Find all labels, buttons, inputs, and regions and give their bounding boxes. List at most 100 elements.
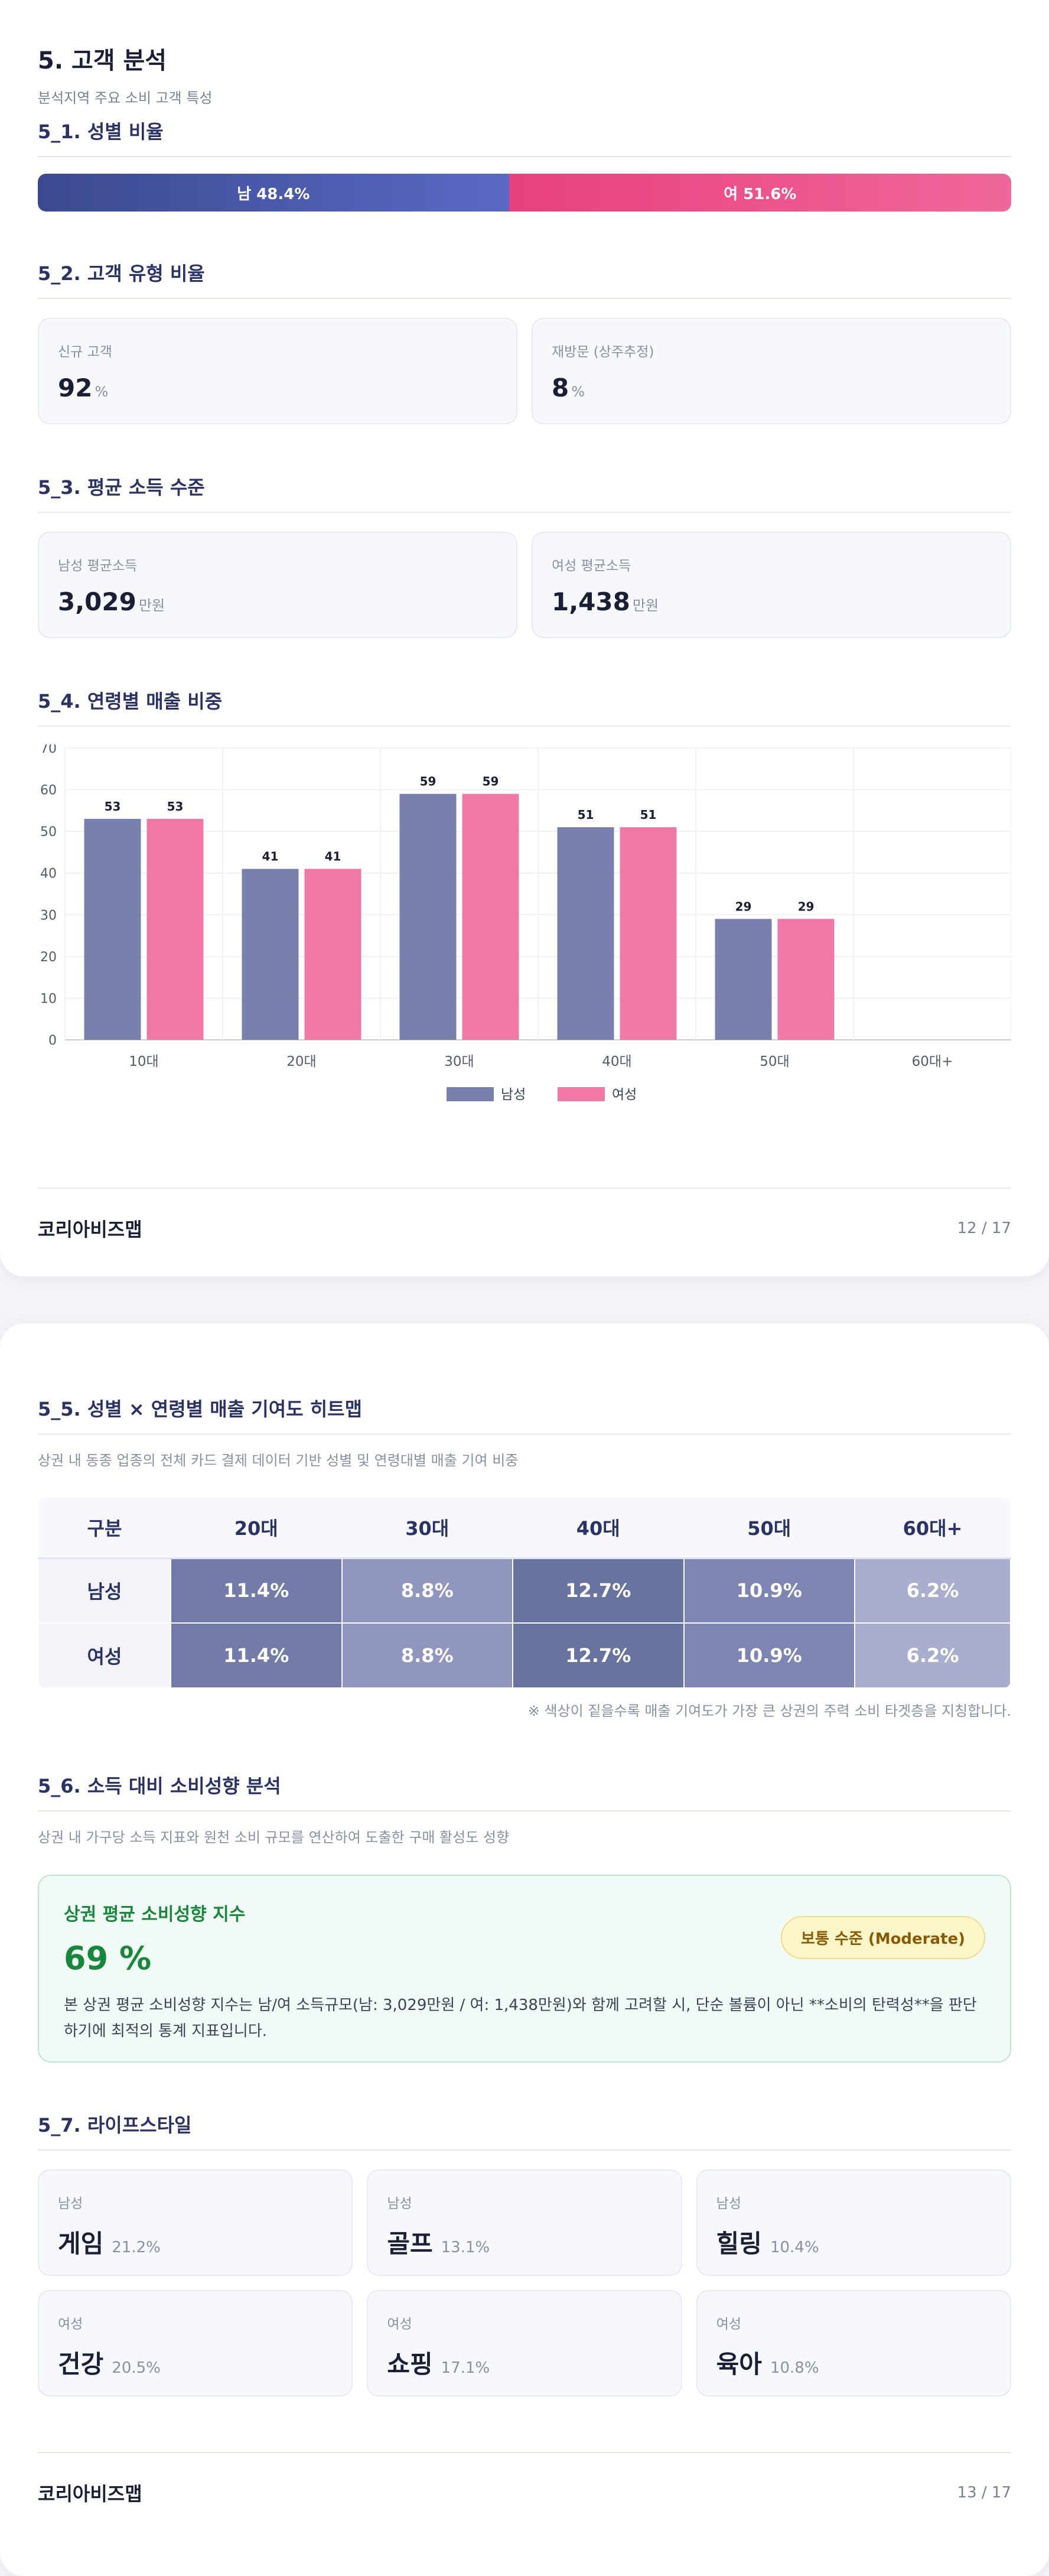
data-label: 59 (483, 775, 499, 789)
footer-brand: 코리아비즈맵 (38, 2483, 142, 2505)
lifestyle-gender: 남성 (716, 2196, 741, 2211)
y-tick-label: 20 (40, 950, 57, 965)
card-label: 여성 평균소득 (552, 558, 631, 574)
section-title: 5_1. 성별 비율 (38, 117, 1011, 157)
table-row: 여성 11.4% 8.8% 12.7% 10.9% 6.2% (38, 1622, 1011, 1689)
column-header: 40대 (513, 1498, 684, 1559)
spending-section: 5_6. 소득 대비 소비성향 분석 상권 내 가구당 소득 지표와 원천 소비… (38, 1771, 1011, 2063)
column-header: 구분 (38, 1498, 171, 1559)
x-tick-label: 20대 (286, 1054, 316, 1069)
new-customer-card: 신규 고객 92% (38, 318, 517, 424)
spending-index-card: 상권 평균 소비성향 지수 69 % 보통 수준 (Moderate) 본 상권… (38, 1875, 1011, 2063)
bar (620, 827, 677, 1040)
lifestyle-card: 여성 쇼핑 17.1% (367, 2290, 682, 2396)
lifestyle-name: 힐링 (716, 2229, 762, 2258)
customer-type-section: 5_2. 고객 유형 비율 신규 고객 92% 재방문 (상주추정) 8% (38, 259, 1011, 424)
y-tick-label: 10 (40, 991, 57, 1006)
column-header: 60대+ (855, 1498, 1011, 1559)
data-label: 29 (798, 899, 815, 913)
female-income-card: 여성 평균소득 1,438 만원 (532, 532, 1011, 638)
heatmap-cell: 6.2% (854, 1622, 1011, 1689)
heatmap-cell: 10.9% (683, 1557, 855, 1624)
card-value: 92 (58, 373, 93, 402)
x-tick-label: 40대 (602, 1054, 631, 1069)
section-title: 5_7. 라이프스타일 (38, 2110, 1011, 2151)
lifestyle-card: 남성 게임 21.2% (38, 2170, 353, 2276)
lifestyle-pct: 10.8% (770, 2359, 819, 2377)
lifestyle-gender: 여성 (58, 2317, 83, 2332)
section-title: 5_4. 연령별 매출 비중 (38, 687, 1011, 727)
card-label: 재방문 (상주추정) (552, 344, 654, 360)
lifestyle-card: 여성 육아 10.8% (696, 2290, 1011, 2396)
y-tick-label: 70 (40, 744, 57, 756)
data-label: 51 (578, 808, 594, 822)
lifestyle-card: 남성 골프 13.1% (367, 2170, 682, 2276)
lifestyle-section: 5_7. 라이프스타일 남성 게임 21.2% 남성 골프 13.1% 남성 힐링 1… (38, 2110, 1011, 2396)
age-sales-section: 5_4. 연령별 매출 비중 (38, 687, 1011, 727)
y-tick-label: 50 (40, 825, 57, 840)
heatmap-cell: 11.4% (170, 1622, 343, 1689)
report-page-12: 5. 고객 분석 분석지역 주요 소비 고객 특성 5_1. 성별 비율 남 4… (0, 0, 1049, 1276)
row-header: 여성 (38, 1622, 171, 1689)
y-tick-label: 40 (40, 867, 57, 882)
gender-ratio-bar: 남 48.4% 여 51.6% (38, 174, 1011, 212)
lifestyle-pct: 21.2% (112, 2239, 161, 2256)
column-header: 50대 (683, 1498, 855, 1559)
data-label: 41 (325, 850, 341, 864)
footer-brand: 코리아비즈맵 (38, 1218, 142, 1241)
bar (399, 793, 457, 1040)
card-unit: % (95, 383, 109, 400)
lifestyle-pct: 20.5% (112, 2359, 161, 2377)
table-row: 남성 11.4% 8.8% 12.7% 10.9% 6.2% (38, 1557, 1011, 1624)
row-header: 남성 (38, 1557, 171, 1624)
y-tick-label: 60 (40, 783, 57, 798)
card-value: 8 (552, 373, 569, 402)
section-description: 상권 내 동종 업종의 전체 카드 결제 데이터 기반 성별 및 연령대별 매출… (38, 1452, 519, 1469)
lifestyle-card: 여성 건강 20.5% (38, 2290, 353, 2396)
age-sales-chart: 0 10 20 30 40 50 60 70 53 53 10대 41 41 20대 59 59 30대 51 51… (38, 744, 1011, 1146)
heatmap-cell: 8.8% (341, 1622, 513, 1689)
x-tick-label: 10대 (129, 1054, 158, 1069)
y-tick-label: 30 (40, 908, 57, 923)
heatmap-cell: 6.2% (854, 1557, 1011, 1624)
x-tick-label: 30대 (444, 1054, 474, 1069)
bar (304, 869, 361, 1040)
lifestyle-name: 육아 (716, 2350, 762, 2379)
female-segment: 여 51.6% (509, 174, 1011, 212)
male-income-card: 남성 평균소득 3,029 만원 (38, 532, 517, 638)
x-tick-label: 60대+ (912, 1054, 953, 1069)
income-section: 5_3. 평균 소득 수준 남성 평균소득 3,029 만원 여성 평균소득 1,… (38, 473, 1011, 638)
card-unit: % (571, 383, 585, 400)
index-description: 본 상권 평균 소비성향 지수는 남/여 소득규모(남: 3,029만원 / 여… (64, 1996, 977, 2040)
section-title: 5_5. 성별 × 연령별 매출 기여도 히트맵 (38, 1394, 1011, 1435)
lifestyle-gender: 남성 (58, 2196, 83, 2211)
heatmap-cell: 10.9% (683, 1622, 855, 1689)
section-title: 5_2. 고객 유형 비율 (38, 259, 1011, 299)
page-title: 5. 고객 분석 (38, 47, 167, 74)
column-header: 20대 (171, 1498, 342, 1559)
index-value: 69 % (64, 1940, 152, 1977)
index-title: 상권 평균 소비성향 지수 (64, 1904, 246, 1925)
lifestyle-gender: 남성 (387, 2196, 412, 2211)
lifestyle-card: 남성 힐링 10.4% (696, 2170, 1011, 2276)
lifestyle-gender: 여성 (716, 2317, 741, 2332)
section-title: 5_3. 평균 소득 수준 (38, 473, 1011, 513)
legend-label: 여성 (612, 1087, 637, 1102)
heatmap-cell: 12.7% (512, 1557, 685, 1624)
heatmap-cell: 8.8% (341, 1557, 513, 1624)
section-title: 5_6. 소득 대비 소비성향 분석 (38, 1771, 1011, 1811)
lifestyle-grid: 남성 게임 21.2% 남성 골프 13.1% 남성 힐링 10.4% 여성 건강 20… (38, 2170, 1011, 2396)
data-label: 29 (735, 899, 752, 913)
page-subtitle: 분석지역 주요 소비 고객 특성 (38, 90, 213, 106)
bar (777, 919, 835, 1040)
page-header: 5. 고객 분석 분석지역 주요 소비 고객 특성 (38, 41, 1011, 107)
heatmap-note: ※ 색상이 짙을수록 매출 기여도가 가장 큰 상권의 주력 소비 타겟층을 지… (527, 1703, 1011, 1719)
data-label: 41 (262, 850, 279, 864)
card-value: 3,029 (58, 587, 136, 616)
card-value: 1,438 (552, 587, 630, 616)
page-footer: 코리아비즈맵 12 / 17 (38, 1188, 1011, 1242)
table-header-row: 구분 20대 30대 40대 50대 60대+ (38, 1498, 1011, 1559)
column-header: 30대 (341, 1498, 513, 1559)
lifestyle-pct: 13.1% (441, 2239, 490, 2256)
returning-customer-card: 재방문 (상주추정) 8% (532, 318, 1011, 424)
